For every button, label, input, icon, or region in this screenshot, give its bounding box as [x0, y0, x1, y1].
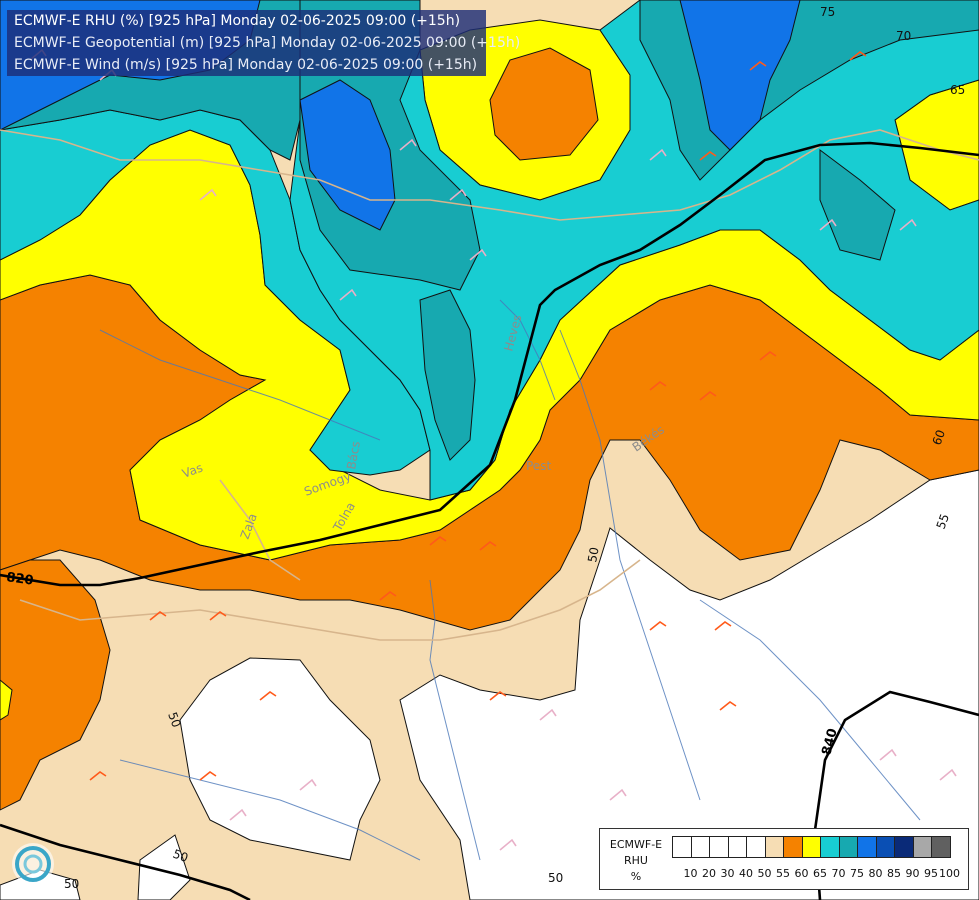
- legend-tick: 95: [924, 867, 938, 880]
- geopotential-labels: 820 840: [5, 570, 840, 757]
- legend-swatch: [727, 836, 747, 858]
- legend-tick: 50: [757, 867, 772, 880]
- title-wind: ECMWF-E Wind (m/s) [925 hPa] Monday 02-0…: [14, 57, 478, 73]
- wind-barbs: [29, 48, 957, 851]
- legend-tick: 40: [739, 867, 753, 880]
- place-label: Bács: [344, 440, 363, 470]
- legend-swatch: [820, 836, 840, 858]
- rhu-legend: ECMWF-E RHU % 10 20 30 40 50 55 60 65 70 75 80 85 90…: [599, 828, 969, 890]
- legend-swatch: [857, 836, 877, 858]
- ecmwf-logo-icon: [12, 843, 54, 885]
- legend-swatch: [672, 836, 692, 858]
- rivers: [99, 299, 921, 861]
- legend-tick: 55: [776, 867, 790, 880]
- rhu-contour-label: 65: [950, 83, 965, 97]
- rhu-contour-label: 55: [934, 512, 952, 531]
- legend-swatch: [912, 836, 932, 858]
- legend-tick: 65: [813, 867, 827, 880]
- legend-swatch: [801, 836, 821, 858]
- legend-tick: 30: [720, 867, 735, 880]
- rhu-contour-label: 50: [64, 877, 79, 891]
- place-label: Vas: [180, 461, 204, 481]
- rhu-contour-label: 75: [820, 5, 835, 19]
- legend-label: ECMWF-E RHU %: [602, 837, 670, 885]
- rhu-contour-label: 70: [896, 29, 911, 43]
- legend-swatch: [931, 836, 951, 858]
- rhu-contour-label: 50: [171, 847, 190, 865]
- legend-tick: 80: [868, 867, 883, 880]
- legend-tick: 75: [850, 867, 864, 880]
- legend-swatch: [690, 836, 710, 858]
- legend-swatch: [838, 836, 858, 858]
- title-geopotential: ECMWF-E Geopotential (m) [925 hPa] Monda…: [14, 35, 521, 51]
- place-label: Pest: [526, 459, 551, 473]
- legend-tick: 70: [831, 867, 846, 880]
- legend-swatch: [783, 836, 803, 858]
- rhu-contour-label: 50: [585, 546, 601, 563]
- rhu-dry-zones: [0, 469, 979, 900]
- rhu-contour-label: 50: [548, 871, 563, 885]
- legend-swatch: [709, 836, 729, 858]
- legend-swatch: [875, 836, 895, 858]
- map-title-box: ECMWF-E RHU (%) [925 hPa] Monday 02-06-2…: [7, 10, 521, 76]
- legend-model: ECMWF-E: [609, 838, 663, 851]
- legend-swatch: [894, 836, 914, 858]
- legend-tick: 20: [702, 867, 716, 880]
- title-rhu: ECMWF-E RHU (%) [925 hPa] Monday 02-06-2…: [14, 13, 461, 29]
- legend-tick: 100: [939, 867, 960, 880]
- rhu-orange-core: [489, 47, 599, 161]
- geopotential-label: 820: [5, 570, 34, 589]
- rhu-contour-labels: 75 70 65 60 55 50 50 50 50 50: [64, 5, 965, 891]
- borders: [0, 129, 979, 641]
- legend-swatch: [764, 836, 784, 858]
- legend-variable: RHU: [624, 854, 648, 867]
- legend-tick: 85: [887, 867, 901, 880]
- legend-swatch: [746, 836, 766, 858]
- rhu-contour-label: 60: [930, 428, 948, 447]
- geopotential-label: 840: [819, 727, 841, 757]
- legend-unit: %: [630, 870, 642, 883]
- rhu-contour-label: 50: [165, 710, 183, 729]
- legend-tick: 90: [905, 867, 920, 880]
- legend-tick: 10: [683, 867, 698, 880]
- legend-tick: 60: [794, 867, 809, 880]
